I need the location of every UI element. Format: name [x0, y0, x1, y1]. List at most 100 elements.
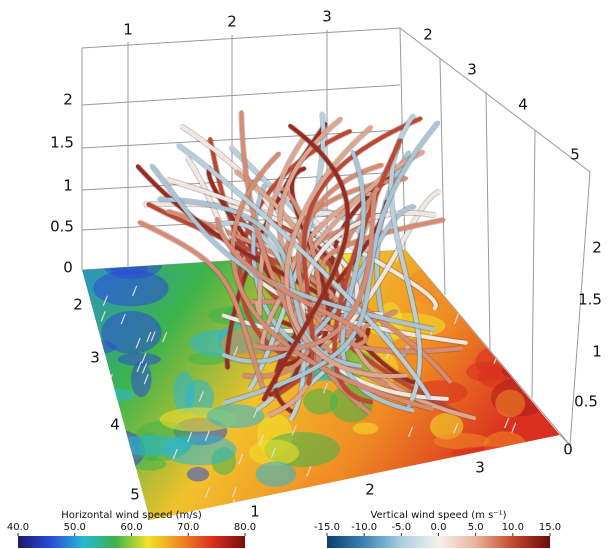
wind-patch [483, 431, 526, 459]
wind-arrow [100, 255, 107, 267]
wind-patch [117, 352, 161, 366]
axis-tick-label: 0 [563, 441, 573, 459]
axis-tick-label: 1 [63, 177, 73, 195]
wind-arrow [481, 273, 487, 284]
streamline [255, 136, 306, 317]
wind-patch [206, 404, 265, 429]
axis-tick-label: 1.5 [50, 134, 74, 152]
axis-tick-label: 5 [130, 486, 140, 504]
axis-tick-label: 2 [365, 481, 375, 499]
colorbar-tick-label: 70.0 [177, 522, 199, 533]
streamline [137, 220, 267, 395]
wind-arrow [337, 485, 343, 497]
axis-tick-label: 2 [423, 26, 433, 44]
wind-arrow [442, 266, 448, 277]
wind-patch [514, 324, 560, 351]
wind-arrow [143, 373, 149, 385]
wind-patch [186, 466, 210, 482]
wind-patch [433, 432, 489, 450]
wind-arrow [155, 252, 162, 264]
wind-arrow [233, 346, 239, 357]
wind-arrow [238, 454, 244, 465]
colorbar-tick-label: 15.0 [539, 522, 561, 533]
wind-patch [329, 383, 374, 423]
streamline [215, 216, 368, 346]
colorbar-tick-label: -5.0 [392, 522, 412, 533]
wind-arrow [306, 466, 312, 477]
axis-tick-label: 3 [467, 61, 477, 79]
wind-arrow [291, 424, 297, 436]
wind-arrow [453, 313, 459, 325]
axis-tick-label: 4 [110, 416, 120, 434]
wind-arrow [102, 446, 108, 457]
wind-patch [495, 389, 526, 418]
colorbar-tick-label: 40.0 [7, 522, 29, 533]
colorbar-title: Horizontal wind speed (m/s) [61, 510, 202, 521]
axis-tick-label: 2 [592, 239, 602, 257]
wind-arrow [100, 311, 106, 322]
wind-patch [101, 311, 162, 354]
wind-arrow [511, 422, 517, 433]
wind-arrow [150, 331, 156, 342]
axis-tick-label: 1.5 [578, 291, 602, 309]
axis-tick-label: 1 [592, 343, 602, 361]
streamline [206, 165, 302, 397]
colorbar-title: Vertical wind speed (m s⁻¹) [370, 510, 506, 521]
wind-arrow [135, 337, 141, 349]
streamline [176, 143, 432, 400]
colorbar [327, 536, 550, 548]
wind-patch [465, 273, 537, 318]
wind-arrow [407, 426, 414, 438]
colorbar [18, 536, 245, 548]
colorbar-tick-label: 0.0 [431, 522, 447, 533]
wind-arrow [322, 382, 329, 394]
axis-tick-label: 4 [518, 96, 528, 114]
wind-arrow [136, 361, 142, 373]
axis-tick-label: 3 [322, 8, 332, 26]
streamline [340, 150, 415, 413]
wind-arrow [120, 313, 126, 325]
wind-arrow [96, 494, 102, 505]
streamlines [135, 110, 477, 421]
streamline [223, 120, 440, 405]
wind-arrow [522, 306, 528, 318]
wind-arrow [141, 363, 148, 374]
wind-arrow [162, 332, 168, 343]
wind-patch [490, 336, 525, 350]
streamline [222, 204, 417, 364]
wind-arrow [270, 447, 276, 458]
wind-arrow [141, 352, 147, 364]
wind-arrow [172, 448, 178, 460]
streamline [241, 186, 322, 379]
streamline [296, 163, 384, 335]
wind-arrow [146, 331, 152, 343]
wind-patch [451, 446, 527, 460]
axis-tick-label: 3 [90, 349, 100, 367]
axis-tick-label: 0 [63, 259, 73, 277]
wind-arrow [538, 449, 544, 460]
axis-tick-label: 2 [73, 296, 83, 314]
colorbar-tick-label: 5.0 [468, 522, 484, 533]
wind-arrow [258, 434, 264, 446]
wind-patch [300, 473, 349, 517]
axis-tick-label: 0.5 [50, 218, 74, 236]
wind-patch [429, 413, 464, 440]
wind-arrow [504, 417, 510, 429]
wind-patch [522, 457, 548, 477]
wind-patch [276, 493, 322, 520]
colorbar-tick-label: -15.0 [314, 522, 340, 533]
wind-arrow [446, 270, 452, 282]
wind-patch [82, 386, 136, 404]
colorbar-tick-label: 80.0 [234, 522, 256, 533]
wind-arrow [102, 295, 108, 306]
axis-tick-label: 3 [475, 459, 485, 477]
axis-tick-label: 5 [570, 146, 580, 164]
streamline [253, 187, 380, 351]
axis-tick-label: 1 [123, 21, 133, 39]
wind-arrow [231, 486, 237, 498]
axis-tick-label: 0.5 [574, 393, 598, 411]
wind-patch [512, 484, 560, 517]
wind-patch [173, 371, 195, 414]
wind-patch [255, 461, 297, 487]
